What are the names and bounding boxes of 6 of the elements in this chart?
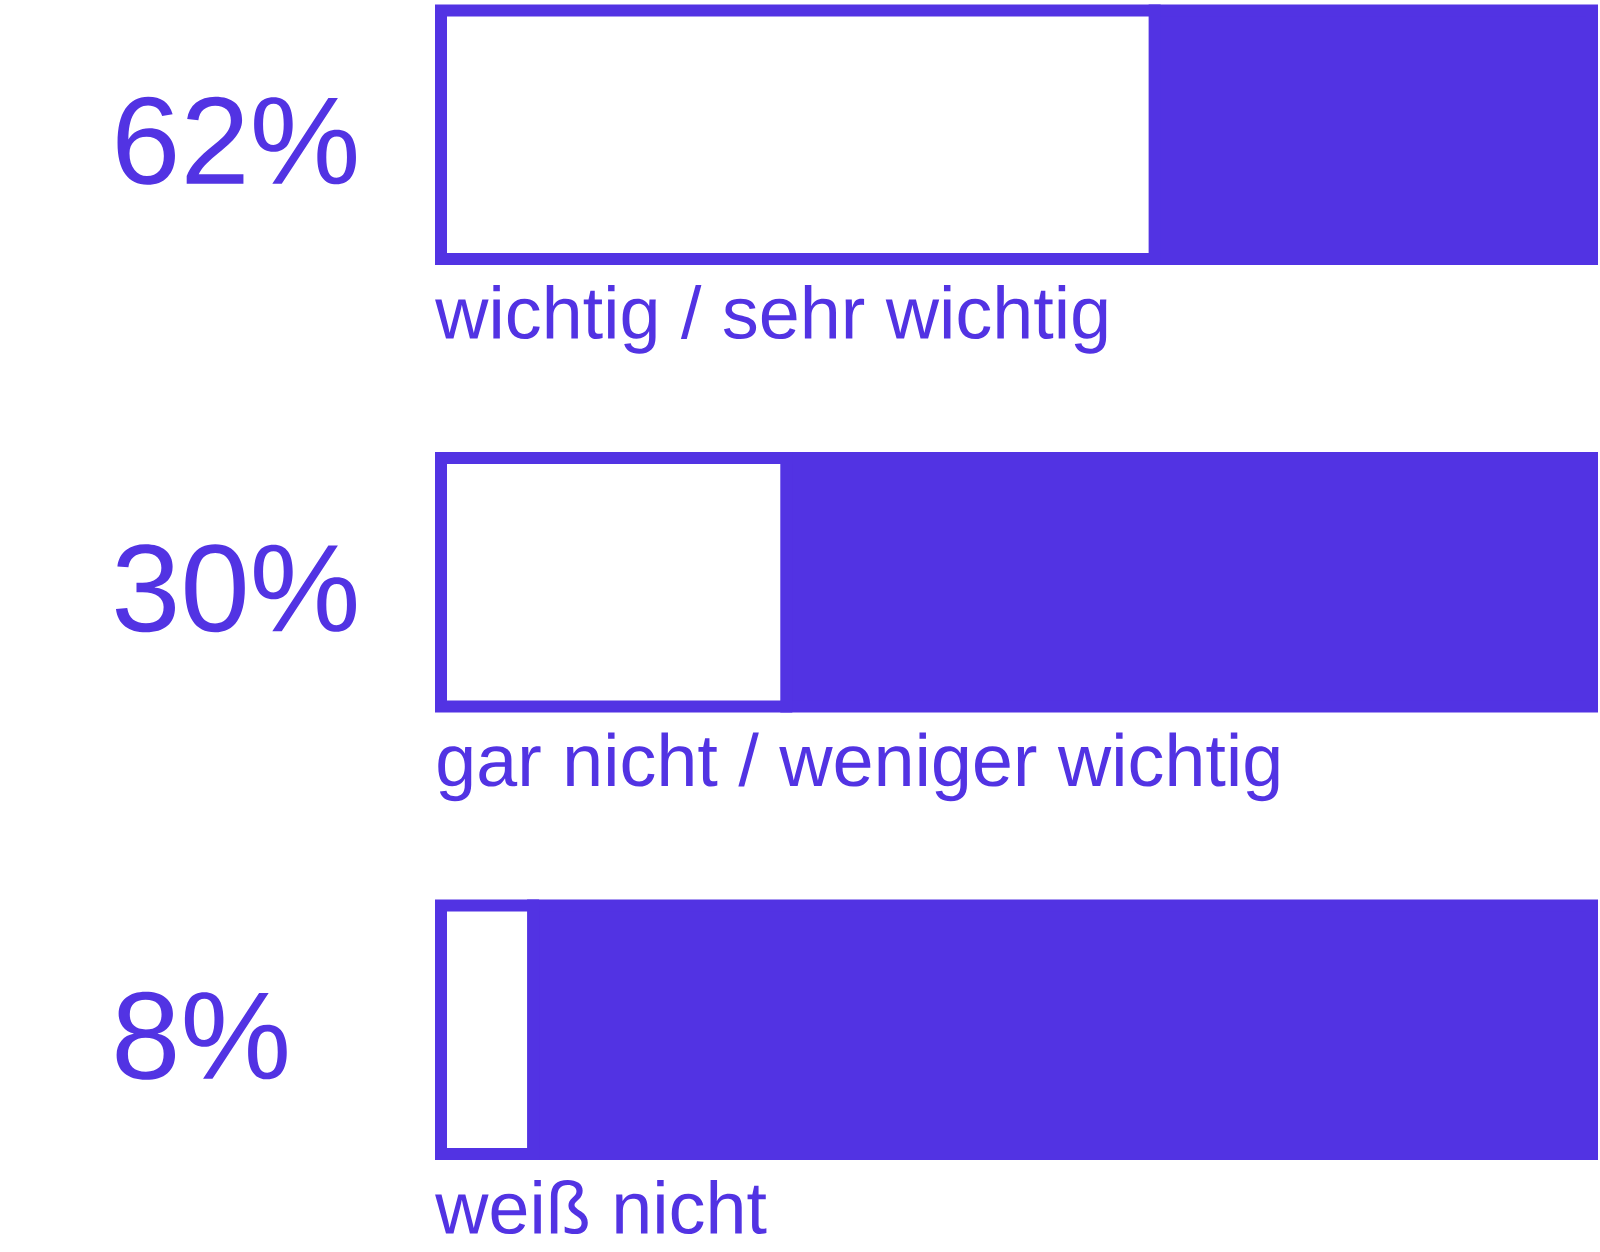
data-label: 8% [116,991,287,1080]
y-tick-label: wichtig / sehr wichtig [435,284,1107,354]
y-tick-label: weiß nicht [435,1179,767,1235]
data-label: 62% [117,96,356,185]
y-tick-label: gar nicht / weniger wichtig [438,732,1279,802]
data-label: 30% [115,544,356,633]
